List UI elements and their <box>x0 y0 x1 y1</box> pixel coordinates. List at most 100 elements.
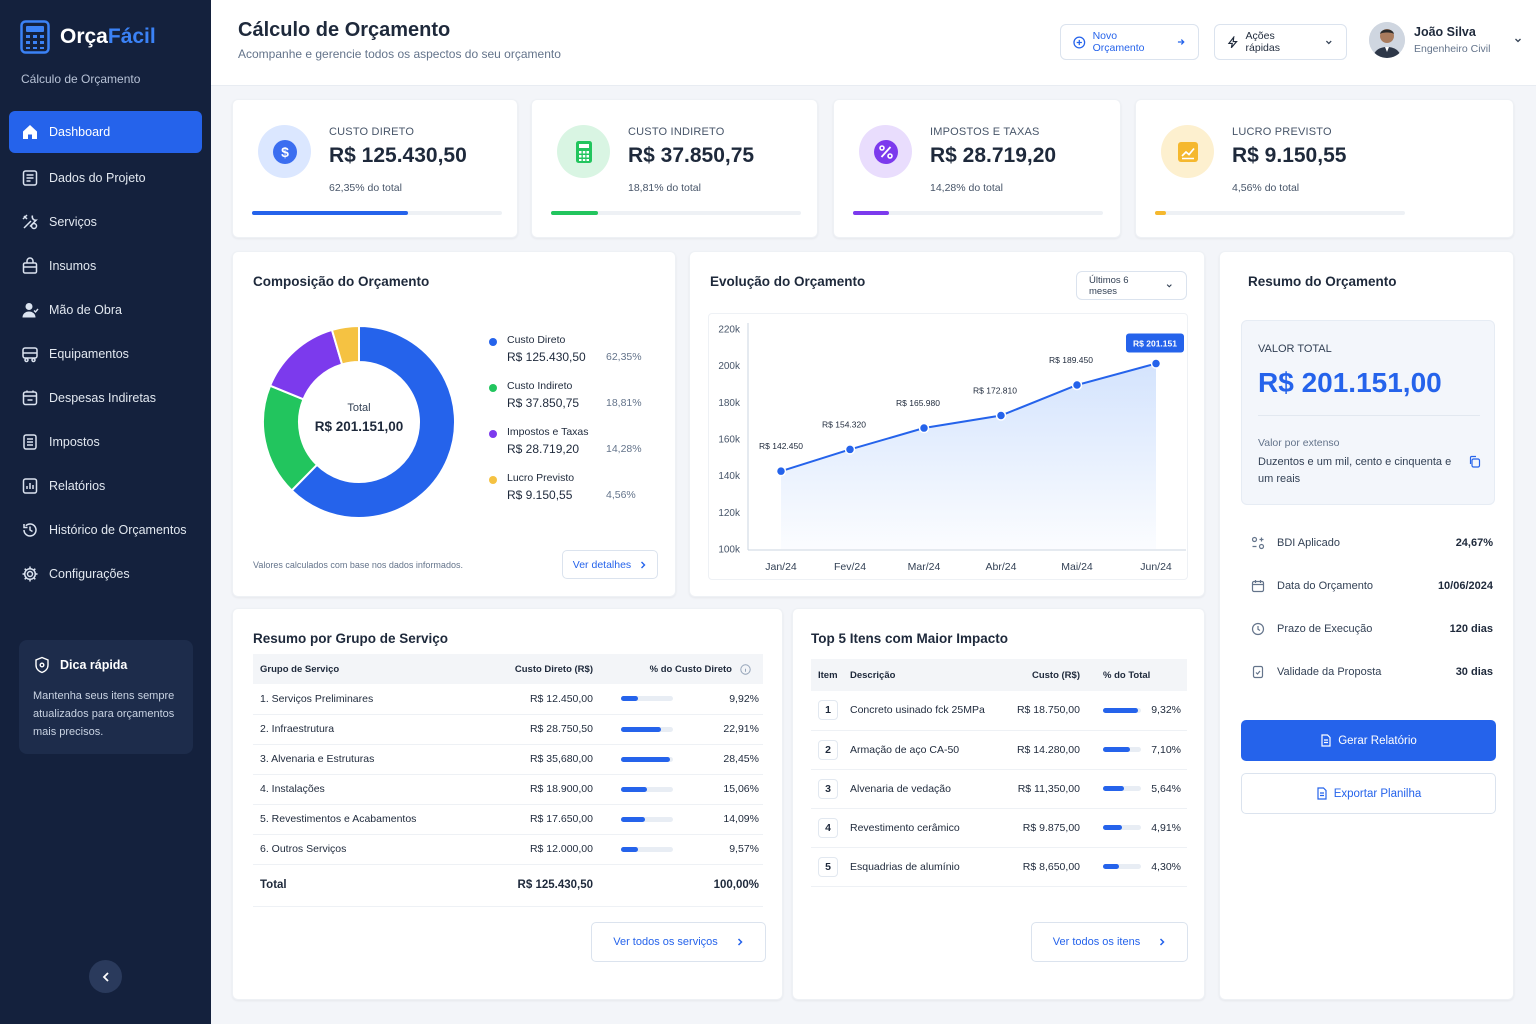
sidebar-item-insumos[interactable]: Insumos <box>9 244 202 288</box>
table-row[interactable]: 5. Revestimentos e Acabamentos R$ 17.650,… <box>253 804 763 835</box>
info-icon[interactable] <box>740 663 751 675</box>
legend-value: R$ 125.430,50 <box>507 350 586 364</box>
table-row[interactable]: 5 Esquadrias de alumínio R$ 8,650,00 4,30% <box>811 847 1187 887</box>
receipt-icon <box>23 434 37 450</box>
copy-icon[interactable] <box>1468 455 1481 468</box>
donut-slice[interactable] <box>268 328 344 401</box>
table-row[interactable]: 1. Serviços Preliminares R$ 12.450,00 9,92… <box>253 684 763 715</box>
summary-row-label: Data do Orçamento <box>1277 580 1373 592</box>
kpi-card-custo-direto: $ CUSTO DIRETO R$ 125.430,50 62,35% do t… <box>232 99 518 238</box>
sidebar-item-dashboard[interactable]: Dashboard <box>9 111 202 153</box>
clock-icon <box>1251 622 1265 636</box>
table-row[interactable]: 3 Alvenaria de vedação R$ 11,350,00 5,64% <box>811 769 1187 809</box>
donut-center-value: R$ 201.151,00 <box>314 419 404 434</box>
export-spreadsheet-button[interactable]: Exportar Planilha <box>1241 773 1496 814</box>
item-share-bar <box>1103 864 1141 869</box>
y-tick-label: 100k <box>718 545 741 556</box>
item-share-bar <box>1103 786 1141 791</box>
chevron-right-icon <box>737 938 743 946</box>
table-row[interactable]: 1 Concreto usinado fck 25MPa R$ 18.750,00 9… <box>811 691 1187 731</box>
summary-row-deadline: Prazo de Execução <box>1251 622 1372 636</box>
truck-icon <box>22 347 38 363</box>
quick-actions-dropdown[interactable]: Ações rápidas <box>1214 24 1347 60</box>
sidebar-item-configuracoes[interactable]: Configurações <box>9 552 202 596</box>
point-label-badge <box>1126 333 1184 353</box>
line-point[interactable] <box>995 410 1007 421</box>
page-title: Cálculo de Orçamento <box>238 19 451 41</box>
sidebar-item-historico[interactable]: Histórico de Orçamentos <box>9 508 202 552</box>
tip-title: Dica rápida <box>60 658 128 672</box>
summary-row-validity: Validade da Proposta <box>1251 665 1381 679</box>
line-point[interactable] <box>1150 358 1162 369</box>
line-point[interactable] <box>1071 379 1083 391</box>
line-chart: 100k 120k 140k 160k 180k 200k 220k Jan/24 Fev/24… <box>718 323 1186 573</box>
kpi-progress-fill <box>853 211 889 215</box>
period-dropdown[interactable]: Últimos 6 meses <box>1076 271 1187 300</box>
legend-dot <box>489 476 497 484</box>
collapse-sidebar-button[interactable] <box>89 960 122 993</box>
sidebar-item-relatorios[interactable]: Relatórios <box>9 464 202 508</box>
table-row[interactable]: 2. Infraestrutura R$ 28.750,50 22,91% <box>253 714 763 745</box>
table-row[interactable]: 4. Instalações R$ 18.900,00 15,06% <box>253 774 763 805</box>
sidebar-item-dados-projeto[interactable]: Dados do Projeto <box>9 156 202 200</box>
group-name: 3. Alvenaria e Estruturas <box>253 744 473 775</box>
sidebar-item-servicos[interactable]: Serviços <box>9 200 202 244</box>
table-row[interactable]: 2 Armação de aço CA-50 R$ 14.280,00 7,10% <box>811 730 1187 770</box>
sidebar-item-label: Impostos <box>49 435 100 449</box>
table-row[interactable]: 6. Outros Serviços R$ 12.000,00 9,57% <box>253 834 763 865</box>
chevron-right-icon <box>641 561 646 568</box>
generate-report-button[interactable]: Gerar Relatório <box>1241 720 1496 761</box>
item-percent: 9,32% <box>1151 704 1181 717</box>
tools-icon <box>22 214 38 230</box>
sidebar-item-despesas-indiretas[interactable]: Despesas Indiretas <box>9 376 202 420</box>
y-tick-label: 200k <box>718 361 741 372</box>
sidebar: OrçaFácil Cálculo de Orçamento Dashboard… <box>0 0 211 1024</box>
app-logo[interactable]: OrçaFácil <box>20 20 156 54</box>
kpi-card-impostos: IMPOSTOS E TAXAS R$ 28.719,20 14,28% do … <box>833 99 1121 238</box>
calendar-icon <box>1251 580 1265 593</box>
item-number: 1 <box>818 700 838 721</box>
item-number: 5 <box>818 856 838 877</box>
line-point[interactable] <box>775 465 787 477</box>
donut-slice[interactable] <box>330 324 360 366</box>
kpi-progress-fill <box>551 211 599 215</box>
table-row[interactable]: 3. Alvenaria e Estruturas R$ 35,680,00 28,… <box>253 744 763 775</box>
group-name: 6. Outros Serviços <box>253 834 473 865</box>
legend-name: Custo Direto <box>507 334 566 346</box>
legend-percent: 14,28% <box>606 443 642 455</box>
sidebar-item-label: Serviços <box>49 215 97 229</box>
group-cost: R$ 28.750,50 <box>473 714 593 745</box>
details-button[interactable]: Ver detalhes <box>562 550 658 579</box>
sidebar-item-equipamentos[interactable]: Equipamentos <box>9 332 202 376</box>
worker-icon <box>22 303 39 318</box>
summary-row-bdi: BDI Aplicado <box>1251 536 1340 550</box>
item-description: Concreto usinado fck 25MPa <box>850 691 1000 731</box>
table-row[interactable]: 4 Revestimento cerâmico R$ 9.875,00 4,91% <box>811 808 1187 848</box>
group-name: 2. Infraestrutura <box>253 714 473 745</box>
top-items-card: Top 5 Itens com Maior Impacto Item Descr… <box>792 608 1205 1000</box>
donut-slice[interactable] <box>290 324 456 519</box>
kpi-label: CUSTO DIRETO <box>329 126 415 138</box>
kpi-progress <box>551 211 801 215</box>
line-point[interactable] <box>918 422 930 434</box>
new-budget-button[interactable]: Novo Orçamento <box>1060 24 1199 60</box>
item-cost: R$ 14.280,00 <box>1000 730 1080 770</box>
all-items-button[interactable]: Ver todos os itens <box>1031 922 1188 962</box>
donut-center-label: Total <box>347 402 371 414</box>
summary-row-value: 30 dias <box>1455 666 1493 678</box>
line-point[interactable] <box>844 444 856 455</box>
point-label: R$ 201.151 <box>1133 339 1177 349</box>
lightning-icon <box>1227 35 1238 48</box>
y-tick-label: 220k <box>718 325 741 336</box>
sidebar-item-mao-de-obra[interactable]: Mão de Obra <box>9 288 202 332</box>
user-menu[interactable]: João Silva Engenheiro Civil <box>1369 22 1523 58</box>
x-tick-label: Abr/24 <box>986 561 1017 573</box>
kpi-value: R$ 37.850,75 <box>628 144 755 167</box>
legend-percent: 4,56% <box>606 489 636 501</box>
point-label: R$ 189.450 <box>1049 355 1093 365</box>
point-label: R$ 154.320 <box>822 419 866 429</box>
sidebar-item-impostos[interactable]: Impostos <box>9 420 202 464</box>
extenso-label: Valor por extenso <box>1258 437 1340 449</box>
all-services-button[interactable]: Ver todos os serviços <box>591 922 766 962</box>
item-share-bar <box>1103 825 1141 830</box>
